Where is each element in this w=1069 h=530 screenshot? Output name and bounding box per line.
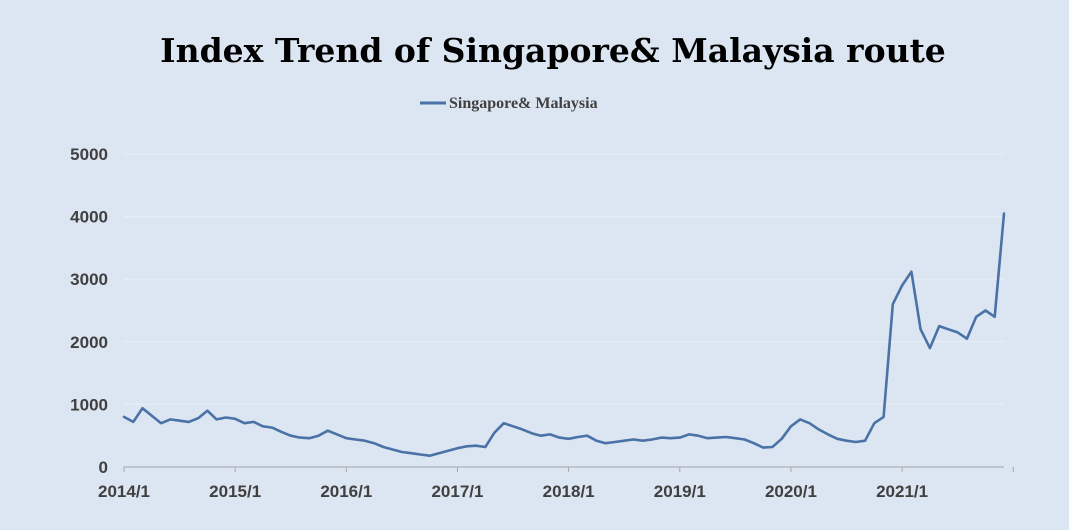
x-tick-label: 2014/1	[98, 482, 150, 501]
series-layer	[122, 212, 1006, 458]
y-tick-label: 3000	[70, 270, 108, 289]
y-tick-label: 1000	[70, 395, 108, 414]
y-tick-label: 0	[99, 458, 108, 477]
y-tick-label: 5000	[70, 145, 108, 164]
legend: Singapore& Malaysia	[420, 95, 598, 112]
x-tick-label: 2020/1	[765, 482, 817, 501]
x-tick-label: 2019/1	[654, 482, 706, 501]
x-tick-label: 2015/1	[209, 482, 261, 501]
y-tick-label: 4000	[70, 208, 108, 227]
chart-title: Index Trend of Singapore& Malaysia route	[160, 31, 946, 70]
x-axis-ticks: 2014/1 2015/1 2016/1 2017/1 2018/1 2019/1 2020…	[98, 467, 1014, 501]
gridlines	[124, 153, 1004, 405]
x-tick-label: 2017/1	[431, 482, 483, 501]
legend-label: Singapore& Malaysia	[449, 95, 598, 112]
x-tick-label: 2016/1	[320, 482, 372, 501]
series-line	[122, 212, 1006, 458]
x-tick-label: 2021/1	[876, 482, 928, 501]
y-tick-label: 2000	[70, 333, 108, 352]
y-axis-ticks: 0 1000 2000 3000 4000 5000	[70, 145, 108, 477]
x-tick-label: 2018/1	[543, 482, 595, 501]
